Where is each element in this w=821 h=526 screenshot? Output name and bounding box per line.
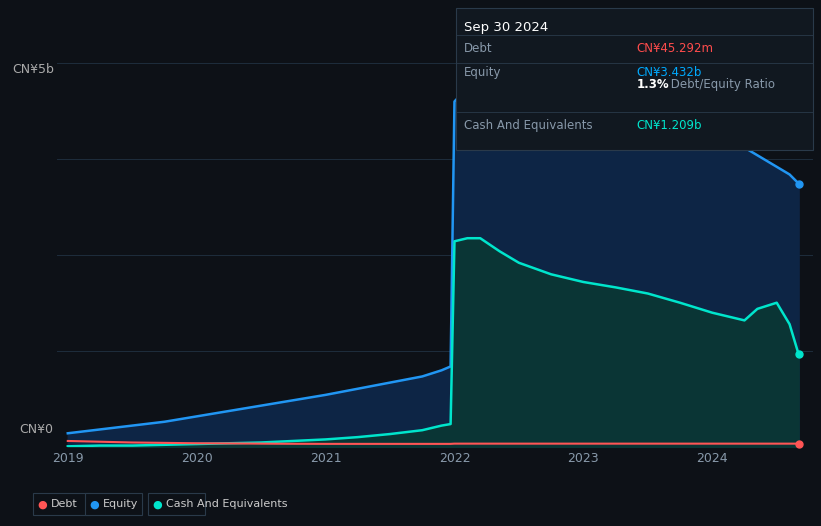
Text: CN¥5b: CN¥5b: [11, 63, 53, 76]
Text: CN¥1.209b: CN¥1.209b: [636, 119, 702, 132]
Text: Debt: Debt: [464, 43, 493, 55]
Text: ●: ●: [38, 499, 48, 510]
Text: ●: ●: [89, 499, 99, 510]
Text: Debt: Debt: [51, 499, 78, 510]
Text: 1.3%: 1.3%: [636, 78, 669, 91]
Text: Equity: Equity: [103, 499, 138, 510]
Point: [792, 179, 805, 188]
Text: Debt/Equity Ratio: Debt/Equity Ratio: [667, 78, 776, 91]
Text: CN¥45.292m: CN¥45.292m: [636, 43, 713, 55]
Text: CN¥0: CN¥0: [20, 422, 53, 436]
Point: [792, 350, 805, 358]
Point: [792, 439, 805, 448]
Text: Sep 30 2024: Sep 30 2024: [464, 22, 548, 34]
Text: CN¥3.432b: CN¥3.432b: [636, 66, 702, 79]
Text: Cash And Equivalents: Cash And Equivalents: [464, 119, 593, 132]
Text: Equity: Equity: [464, 66, 502, 79]
Text: ●: ●: [153, 499, 163, 510]
Text: Cash And Equivalents: Cash And Equivalents: [166, 499, 287, 510]
